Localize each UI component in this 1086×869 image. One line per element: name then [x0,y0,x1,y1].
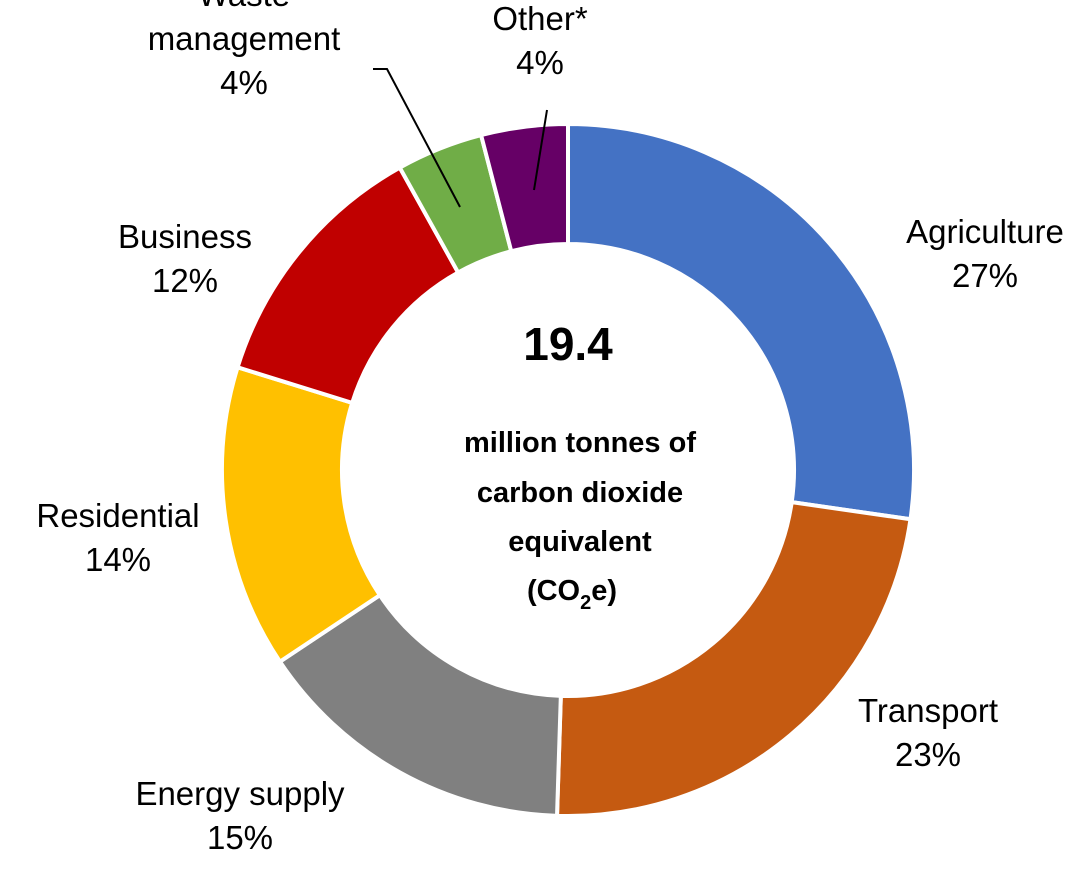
center-unit-suffix: e) [591,575,617,607]
center-line-1: million tonnes of [464,427,696,459]
center-value: 19.4 [523,318,613,370]
label-agriculture: Agriculture 27% [906,213,1064,294]
center-line-3: equivalent [508,526,652,558]
label-name: Agriculture [906,213,1064,250]
center-unit-sub: 2 [580,592,591,614]
center-text-group: 19.4 million tonnes of carbon dioxide eq… [464,318,696,614]
leader-line [373,68,461,208]
label-percent: 23% [895,736,961,773]
slice-transport [554,499,913,818]
label-percent: 12% [152,262,218,299]
label-residential: Residential 14% [36,497,199,578]
label-name: Transport [858,692,998,729]
label-percent: 15% [207,819,273,856]
label-transport: Transport 23% [858,692,998,773]
label-percent: 4% [220,64,268,101]
label-percent: 27% [952,257,1018,294]
label-percent: 4% [516,44,564,81]
label-waste-management: Waste management 4% [148,0,341,101]
label-name: management [148,20,341,57]
label-energy-supply: Energy supply 15% [135,775,345,856]
label-name: Residential [36,497,199,534]
slice-other [478,121,570,254]
leader-line [533,109,548,191]
labels-group: Agriculture 27% Transport 23% Energy supply 1… [36,0,1064,856]
slice-agriculture [566,121,916,522]
label-name: Other* [492,0,588,37]
leader-lines-group [373,68,548,208]
label-percent: 14% [85,541,151,578]
label-name: Waste [198,0,290,13]
center-line-2: carbon dioxide [477,477,683,509]
label-name: Business [118,218,252,255]
center-unit: (CO2e) [527,575,617,614]
center-unit-prefix: (CO [527,575,580,607]
label-business: Business 12% [118,218,252,299]
slices-group [220,121,916,818]
label-other: Other* 4% [492,0,588,81]
label-name: Energy supply [135,775,345,812]
